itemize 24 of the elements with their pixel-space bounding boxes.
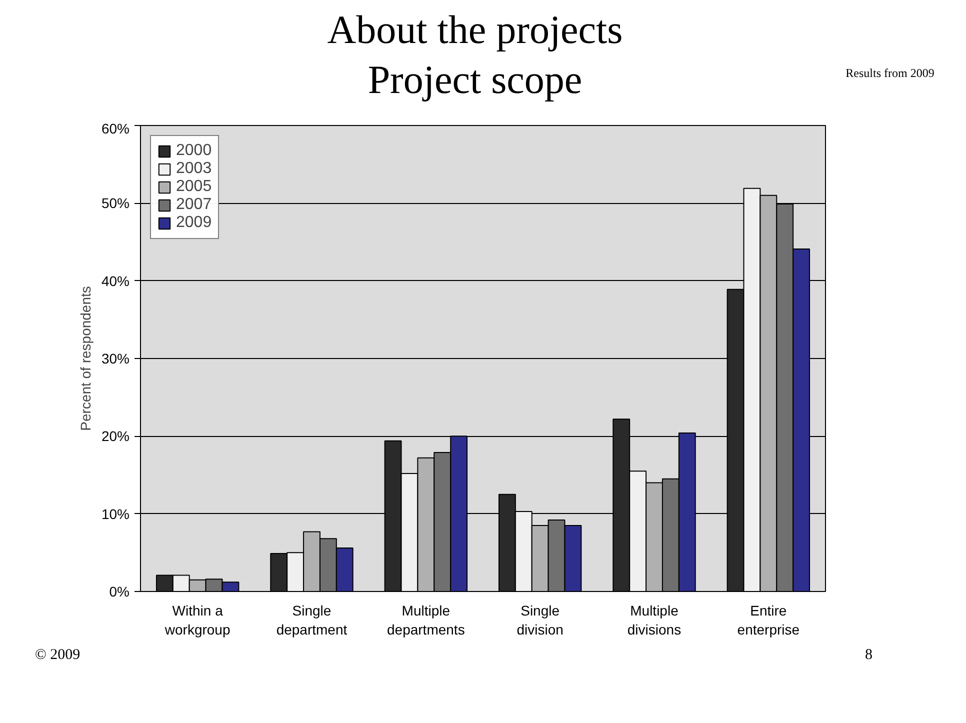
legend-label: 2005 bbox=[176, 178, 212, 196]
chart-subtitle: Project scope bbox=[368, 57, 582, 102]
x-tick-label: Single department bbox=[276, 602, 348, 638]
y-tick-label: 20% bbox=[101, 428, 130, 444]
y-tick-label: 10% bbox=[101, 506, 130, 522]
x-tick-label: Entire enterprise bbox=[737, 602, 800, 638]
text: 8 bbox=[865, 646, 872, 665]
x-tick-label: Within a workgroup bbox=[164, 602, 230, 638]
y-tick-label: 30% bbox=[101, 350, 130, 366]
x-tick-label: Single division bbox=[516, 602, 564, 638]
legend-label: 2000 bbox=[176, 142, 212, 160]
y-tick-label: 60% bbox=[101, 120, 130, 136]
text: Results from 2009 bbox=[844, 65, 936, 82]
y-tick-label: 0% bbox=[109, 584, 130, 600]
x-tick-label: Multiple divisions bbox=[627, 602, 682, 638]
y-axis-title: Percent of respondents bbox=[77, 286, 94, 431]
x-tick-label: Multiple departments bbox=[387, 602, 465, 638]
y-tick-label: 40% bbox=[101, 272, 130, 289]
chart-title: About the projects bbox=[327, 7, 623, 52]
y-tick-label: 50% bbox=[101, 195, 130, 212]
legend-label: 2009 bbox=[176, 214, 212, 232]
text: © 2009 bbox=[35, 646, 80, 665]
legend-label: 2003 bbox=[176, 160, 212, 178]
legend-label: 2007 bbox=[176, 196, 212, 214]
